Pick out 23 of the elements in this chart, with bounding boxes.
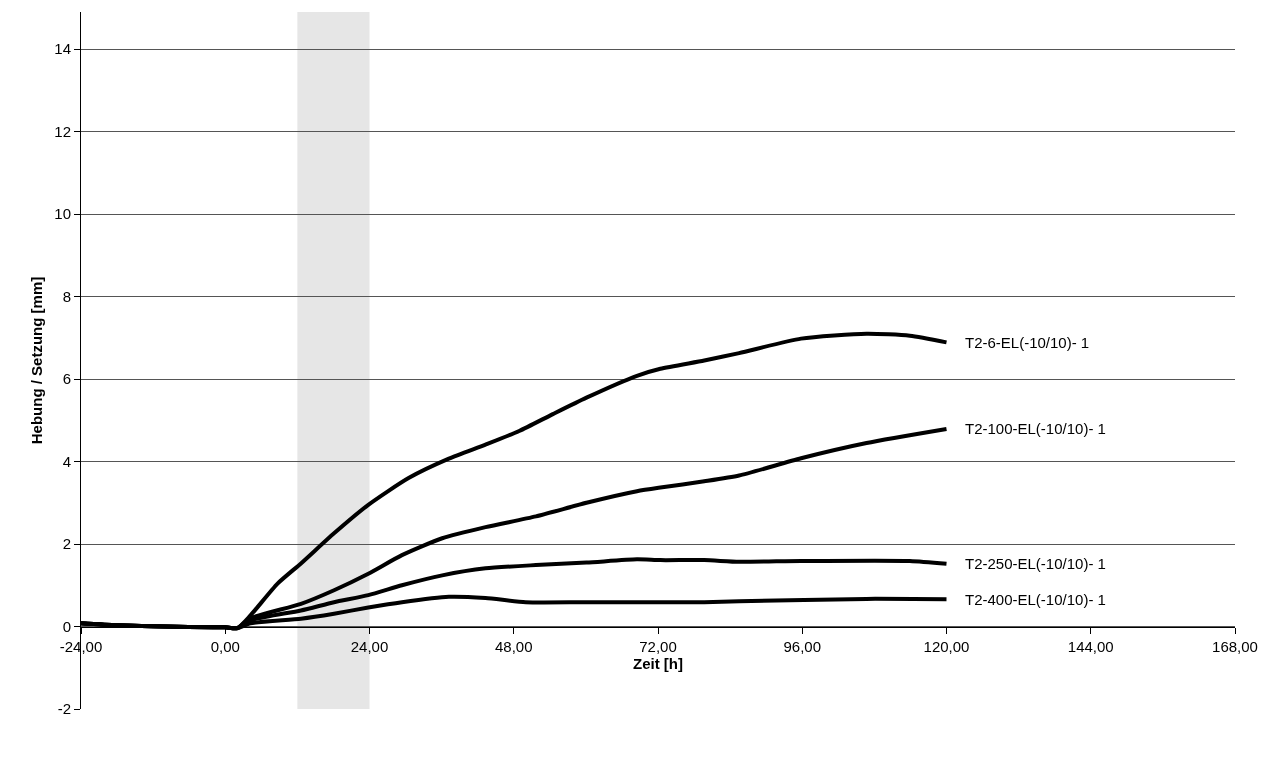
y-tick-label: 14 <box>54 40 71 58</box>
x-tick-label: 96,00 <box>783 637 822 655</box>
y-tick-label: 10 <box>54 205 71 223</box>
y-tick-label: -2 <box>57 700 71 718</box>
y-tick-label: 12 <box>54 122 71 140</box>
x-tick-label: 48,00 <box>494 637 533 655</box>
series-label: T2-250-EL(-10/10)- 1 <box>965 555 1106 572</box>
x-tick-label: 168,00 <box>1212 637 1258 655</box>
x-tick-label: 0,00 <box>210 637 240 655</box>
y-tick-label: 8 <box>62 287 71 305</box>
y-tick-label: 4 <box>62 452 71 470</box>
y-axis-title: Hebung / Setzung [mm] <box>27 276 45 445</box>
x-tick-label: 72,00 <box>639 637 677 655</box>
x-tick-label: 144,00 <box>1067 637 1114 655</box>
series-label: T2-6-EL(-10/10)- 1 <box>965 334 1090 351</box>
y-tick-label: 0 <box>62 617 71 635</box>
series-label: T2-100-EL(-10/10)- 1 <box>965 420 1106 437</box>
y-tick-label: 6 <box>62 370 71 388</box>
series-label: T2-400-EL(-10/10)- 1 <box>965 591 1106 608</box>
x-tick-label: 120,00 <box>923 637 970 655</box>
x-axis-title: Zeit [h] <box>633 654 683 672</box>
y-tick-label: 2 <box>62 535 71 553</box>
x-tick-label: 24,00 <box>350 637 389 655</box>
